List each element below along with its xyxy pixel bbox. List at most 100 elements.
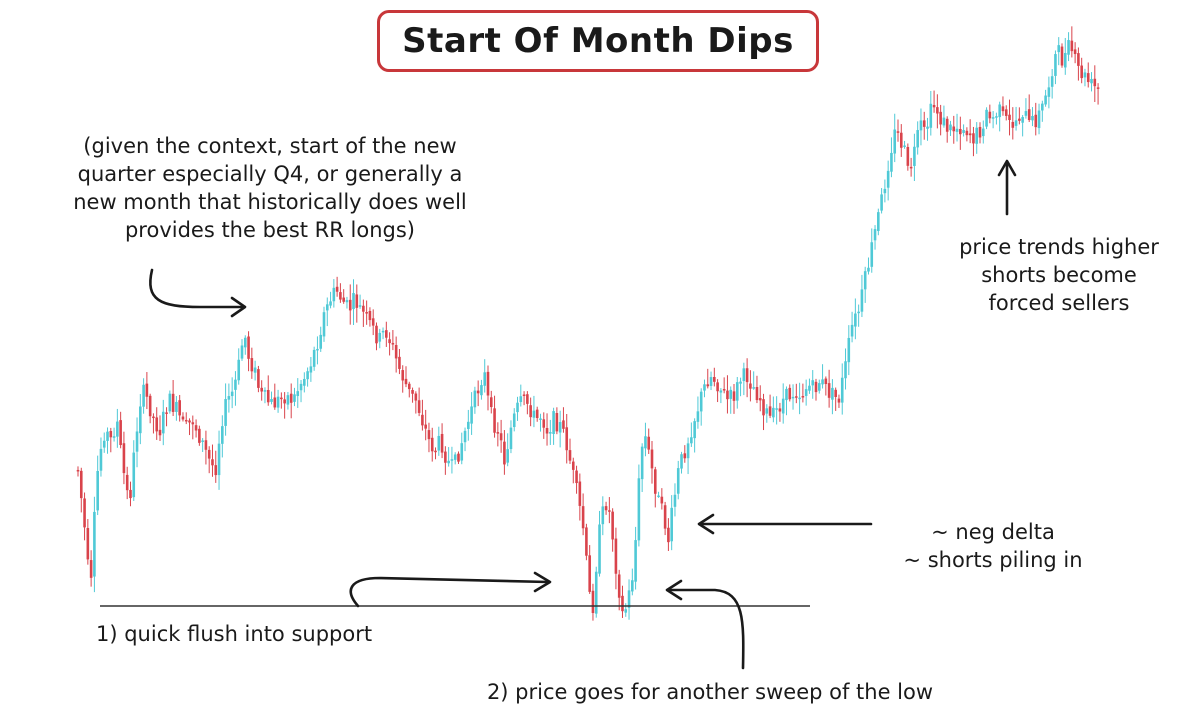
- candle-up: [135, 431, 139, 452]
- candle-down: [906, 146, 910, 166]
- candle-up: [253, 367, 257, 373]
- candle-up: [1014, 120, 1018, 126]
- candle-down: [444, 451, 447, 463]
- candle-down: [936, 107, 939, 114]
- annotation-sweep: 2) price goes for another sweep of the l…: [486, 680, 934, 704]
- candle-up: [447, 460, 450, 464]
- candle-up: [558, 422, 562, 433]
- candle-up: [480, 385, 483, 396]
- candle-up: [168, 393, 172, 412]
- candle-up: [735, 382, 739, 401]
- candle-down: [371, 318, 375, 326]
- candle-down: [440, 433, 444, 453]
- candle-up: [1021, 117, 1024, 123]
- candle-down: [430, 437, 434, 452]
- candle-up: [237, 359, 241, 381]
- candle-down: [434, 450, 437, 453]
- candle-up: [329, 301, 332, 306]
- candle-up: [512, 413, 516, 428]
- candle-down: [542, 419, 546, 428]
- candle-up: [955, 128, 959, 132]
- candle-up: [93, 511, 96, 577]
- candle-up: [352, 293, 355, 310]
- candle-down: [716, 382, 719, 392]
- candle-up: [880, 194, 883, 211]
- candle-down: [758, 398, 762, 401]
- candle-down: [932, 104, 936, 108]
- candle-down: [713, 376, 716, 382]
- candle-up: [890, 152, 893, 172]
- arrow-sweep: [665, 579, 745, 670]
- candle-down: [1077, 53, 1080, 66]
- candle-up: [850, 324, 854, 337]
- annotation-delta-line: ~ neg delta: [931, 520, 1055, 544]
- candle-up: [870, 242, 874, 267]
- candle-down: [667, 527, 670, 543]
- candle-up: [1057, 45, 1061, 53]
- candle-up: [112, 436, 116, 438]
- candle-up: [742, 368, 746, 381]
- candle-down: [899, 132, 903, 148]
- candle-down: [837, 398, 841, 403]
- candle-up: [470, 406, 473, 424]
- candle-up: [106, 431, 109, 441]
- candle-up: [509, 427, 513, 450]
- candle-up: [913, 146, 916, 166]
- candle-down: [1080, 65, 1083, 79]
- candle-down: [486, 371, 490, 396]
- candle-up: [739, 381, 742, 384]
- candle-up: [975, 127, 979, 144]
- candle-up: [99, 448, 103, 471]
- candle-down: [355, 294, 359, 308]
- candle-up: [696, 411, 700, 422]
- candle-up: [640, 446, 644, 480]
- candle-up: [863, 271, 867, 290]
- candle-up: [942, 117, 946, 126]
- candle-down: [585, 527, 588, 556]
- candle-up: [860, 289, 864, 312]
- candle-down: [591, 590, 595, 614]
- candle-up: [142, 384, 145, 407]
- candle-down: [335, 286, 339, 292]
- candle-up: [631, 580, 634, 592]
- candle-up: [703, 384, 706, 391]
- candle-up: [467, 421, 470, 429]
- candle-up: [345, 300, 349, 303]
- candle-down: [496, 432, 500, 434]
- chart-title: Start Of Month Dips: [377, 10, 819, 72]
- candle-down: [125, 474, 129, 491]
- candle-down: [181, 416, 185, 420]
- candle-down: [76, 469, 80, 472]
- candle-up: [686, 443, 690, 459]
- arrow-delta: [697, 513, 873, 535]
- candle-down: [407, 383, 411, 390]
- candle-down: [795, 396, 798, 398]
- candle-up: [985, 109, 988, 127]
- candle-down: [575, 470, 578, 484]
- candle-down: [745, 368, 749, 383]
- candle-up: [709, 377, 713, 386]
- candle-up: [263, 390, 267, 392]
- candle-down: [788, 387, 792, 400]
- candle-down: [555, 413, 559, 432]
- candle-down: [683, 453, 687, 459]
- candle-up: [690, 437, 693, 444]
- candle-down: [388, 339, 391, 344]
- candle-up: [243, 337, 247, 348]
- candle-down: [79, 470, 83, 499]
- candle-down: [404, 378, 408, 385]
- candle-down: [457, 453, 460, 462]
- candle-down: [611, 511, 614, 540]
- candle-down: [342, 297, 345, 302]
- candle-down: [581, 506, 585, 529]
- candle-down: [578, 481, 582, 506]
- candle-up: [227, 396, 231, 400]
- candle-down: [726, 390, 729, 400]
- candle-up: [729, 389, 733, 399]
- candle-down: [411, 390, 414, 394]
- candle-down: [706, 384, 710, 387]
- candle-down: [214, 465, 218, 476]
- candle-down: [503, 441, 506, 465]
- candle-up: [217, 443, 221, 476]
- candle-up: [319, 334, 323, 349]
